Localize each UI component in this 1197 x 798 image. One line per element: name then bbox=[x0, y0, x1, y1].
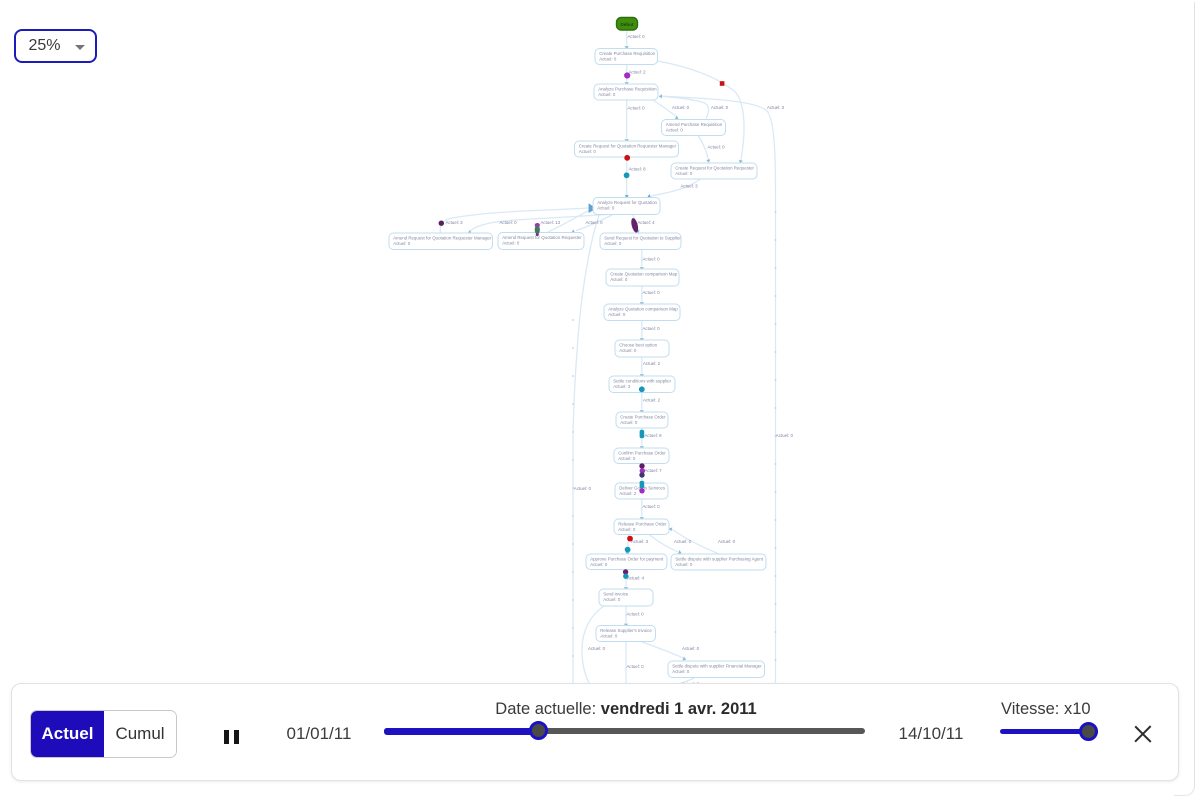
svg-text:Actuel: 0: Actuel: 0 bbox=[502, 241, 520, 246]
svg-text:Actuel: 0: Actuel: 0 bbox=[620, 420, 638, 425]
svg-text:Actuel: 0: Actuel: 0 bbox=[610, 277, 628, 282]
svg-text:Amend Request for Quotation Re: Amend Request for Quotation Requester bbox=[502, 235, 582, 240]
svg-text:Actuel: 0: Actuel: 0 bbox=[672, 669, 690, 674]
svg-text:Actuel: 0: Actuel: 0 bbox=[674, 539, 692, 544]
svg-text:Settle dispute with supplier P: Settle dispute with supplier Purchasing … bbox=[675, 556, 764, 561]
svg-text:Actuel: 0: Actuel: 0 bbox=[776, 433, 794, 438]
svg-text:Actuel: 3: Actuel: 3 bbox=[613, 384, 631, 389]
svg-text:Actuel: 0: Actuel: 0 bbox=[600, 634, 618, 639]
svg-text:Actuel: 8: Actuel: 8 bbox=[645, 433, 663, 438]
svg-text:Actuel: 0: Actuel: 0 bbox=[603, 597, 621, 602]
svg-text:Settle dispute with supplier F: Settle dispute with supplier Financial M… bbox=[672, 663, 762, 668]
svg-text:Actuel: 0: Actuel: 0 bbox=[628, 34, 646, 39]
svg-text:Actuel: 0: Actuel: 0 bbox=[579, 149, 597, 154]
svg-text:Actuel: 0: Actuel: 0 bbox=[500, 220, 518, 225]
svg-text:Actuel: 4: Actuel: 4 bbox=[638, 220, 656, 225]
svg-text:Actuel: 2: Actuel: 2 bbox=[629, 70, 647, 75]
svg-text:Actuel: 0: Actuel: 0 bbox=[586, 220, 604, 225]
svg-text:Create Request for Quotation R: Create Request for Quotation Requester bbox=[675, 165, 754, 170]
svg-text:Actuel: 0: Actuel: 0 bbox=[608, 312, 626, 317]
svg-text:Approve Purchase Order for pay: Approve Purchase Order for payment bbox=[590, 556, 664, 561]
svg-text:Actuel: 0: Actuel: 0 bbox=[666, 128, 684, 133]
svg-text:Analyze Quotation comparison M: Analyze Quotation comparison Map bbox=[608, 306, 678, 311]
svg-text:Actuel: 0: Actuel: 0 bbox=[574, 486, 592, 491]
svg-text:Actuel: 7: Actuel: 7 bbox=[645, 468, 663, 473]
svg-text:Actuel: 0: Actuel: 0 bbox=[627, 664, 645, 669]
svg-text:Amend Request for Quotation Re: Amend Request for Quotation Requester Ma… bbox=[393, 235, 492, 240]
svg-text:Actuel: 0: Actuel: 0 bbox=[628, 105, 646, 110]
svg-text:Release Purchase Order: Release Purchase Order bbox=[618, 521, 667, 526]
svg-text:Send Request for Quotation to: Send Request for Quotation to Supplier bbox=[604, 235, 681, 240]
svg-text:Actuel: 4: Actuel: 4 bbox=[627, 575, 645, 580]
svg-text:Actuel: 0: Actuel: 0 bbox=[604, 241, 622, 246]
svg-text:Actuel: 0: Actuel: 0 bbox=[643, 504, 661, 509]
svg-text:Choose best option: Choose best option bbox=[619, 342, 657, 347]
svg-text:Actuel: 0: Actuel: 0 bbox=[590, 562, 608, 567]
svg-text:Send invoice: Send invoice bbox=[603, 591, 629, 596]
svg-text:Actuel: 0: Actuel: 0 bbox=[643, 256, 661, 261]
svg-text:Actuel: 2: Actuel: 2 bbox=[619, 491, 637, 496]
svg-text:Début: Début bbox=[620, 22, 633, 27]
svg-text:Create Purchase Requisition: Create Purchase Requisition bbox=[599, 51, 655, 56]
svg-text:Actuel: 0: Actuel: 0 bbox=[599, 57, 617, 62]
svg-text:Amend Purchase Requisition: Amend Purchase Requisition bbox=[666, 122, 723, 127]
svg-text:Analyze Purchase Requisition: Analyze Purchase Requisition bbox=[598, 86, 657, 91]
svg-text:Settle conditions with supplie: Settle conditions with supplier bbox=[613, 378, 671, 383]
svg-text:Actuel: 0: Actuel: 0 bbox=[618, 456, 636, 461]
svg-text:Actuel: 0: Actuel: 0 bbox=[708, 144, 726, 149]
svg-text:Actuel: 0: Actuel: 0 bbox=[597, 206, 615, 211]
svg-text:Create Request for Quotation R: Create Request for Quotation Requester M… bbox=[579, 143, 677, 148]
svg-text:Actuel: 0: Actuel: 0 bbox=[643, 290, 661, 295]
svg-text:Actuel: 0: Actuel: 0 bbox=[682, 646, 700, 651]
svg-text:Actuel: 3: Actuel: 3 bbox=[767, 105, 785, 110]
svg-text:Actuel: 3: Actuel: 3 bbox=[631, 539, 649, 544]
svg-text:Confirm Purchase Order: Confirm Purchase Order bbox=[618, 450, 666, 455]
svg-text:Actuel: 8: Actuel: 8 bbox=[629, 166, 647, 171]
svg-text:Actuel: 0: Actuel: 0 bbox=[718, 539, 736, 544]
svg-text:Actuel: 0: Actuel: 0 bbox=[619, 348, 637, 353]
svg-text:Actuel: 0: Actuel: 0 bbox=[675, 562, 693, 567]
svg-text:Actuel: 0: Actuel: 0 bbox=[588, 646, 606, 651]
svg-text:Actuel: 0: Actuel: 0 bbox=[627, 611, 645, 616]
svg-text:Actuel: 3: Actuel: 3 bbox=[446, 220, 464, 225]
svg-text:Actuel: 2: Actuel: 2 bbox=[643, 397, 661, 402]
svg-text:Actuel: 3: Actuel: 3 bbox=[681, 183, 699, 188]
svg-text:Actuel: 0: Actuel: 0 bbox=[643, 326, 661, 331]
svg-text:Actuel: 2: Actuel: 2 bbox=[643, 361, 661, 366]
svg-text:Actuel: 0: Actuel: 0 bbox=[711, 105, 729, 110]
svg-text:Actuel: 0: Actuel: 0 bbox=[672, 105, 690, 110]
svg-text:Analyze Request for Quotation: Analyze Request for Quotation bbox=[597, 200, 657, 205]
svg-text:Actuel: 13: Actuel: 13 bbox=[541, 220, 561, 225]
svg-text:Release Supplier's Invoice: Release Supplier's Invoice bbox=[600, 628, 652, 633]
svg-text:Actuel: 0: Actuel: 0 bbox=[598, 92, 616, 97]
svg-text:Actuel: 0: Actuel: 0 bbox=[393, 241, 411, 246]
svg-text:Actuel: 0: Actuel: 0 bbox=[618, 527, 636, 532]
svg-text:Create Quotation comparison Ma: Create Quotation comparison Map bbox=[610, 271, 678, 276]
svg-text:Create Purchase Order: Create Purchase Order bbox=[620, 414, 666, 419]
svg-text:Actuel: 0: Actuel: 0 bbox=[675, 171, 693, 176]
